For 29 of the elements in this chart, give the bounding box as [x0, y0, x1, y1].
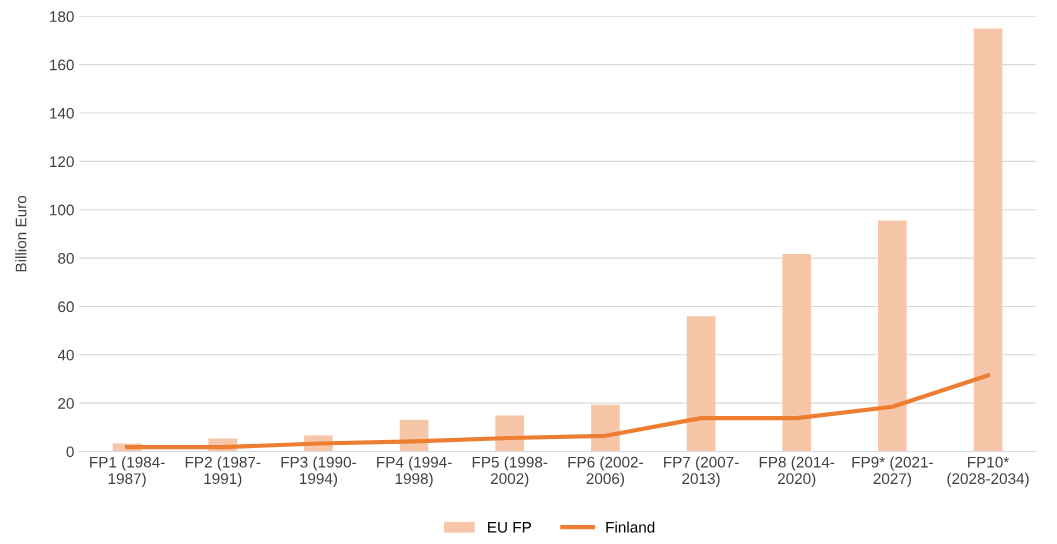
- x-tick-label: FP1 (1984- 1987): [90, 456, 165, 488]
- x-tick-label: FP3 (1990- 1994): [281, 456, 356, 488]
- y-tick-label: 80: [58, 252, 74, 264]
- line-series: [125, 373, 991, 450]
- x-tick-label: FP9* (2021- 2027): [852, 456, 933, 488]
- y-tick-label: 0: [66, 446, 74, 458]
- y-tick-label: 20: [58, 398, 74, 409]
- legend-label: EU FP: [488, 522, 531, 533]
- y-tick-label: 40: [57, 349, 74, 361]
- y-tick-label: 120: [50, 156, 74, 168]
- y-tick-label: 140: [50, 107, 74, 119]
- y-tick-label: 180: [50, 11, 74, 23]
- x-tick-label: FP4 (1994- 1998): [377, 456, 452, 488]
- y-tick-label: 60: [58, 301, 74, 313]
- y-tick-label: 160: [50, 59, 74, 71]
- x-tick-label: FP5 (1998- 2002): [472, 456, 548, 488]
- bar: [878, 220, 907, 452]
- bar: [973, 28, 1003, 452]
- x-tick-label: FP2 (1987- 1991): [185, 456, 261, 488]
- legend-label: Finland: [606, 521, 655, 533]
- y-axis-title: Billion Euro: [15, 195, 27, 272]
- x-tick-label: FP6 (2002- 2006): [568, 456, 643, 488]
- x-tick-label: FP10* (2028-2034): [947, 456, 1029, 488]
- x-tick-label: FP8 (2014- 2020): [759, 456, 835, 488]
- bar: [686, 316, 716, 452]
- y-tick-label: 100: [50, 204, 74, 216]
- x-tick-label: FP7 (2007- 2013): [664, 456, 739, 488]
- bar: [782, 253, 812, 452]
- bar: [591, 404, 620, 452]
